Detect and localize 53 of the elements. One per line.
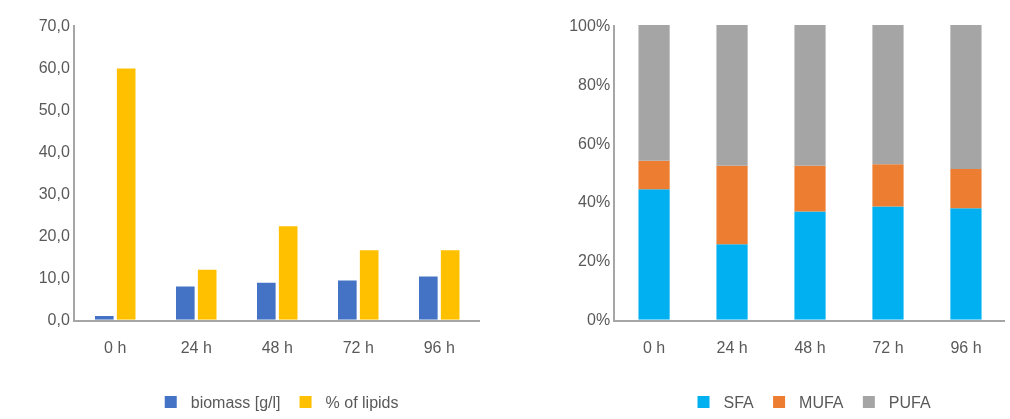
bar (440, 250, 460, 320)
y-tick-label: 0% (587, 311, 611, 329)
bar (794, 165, 826, 212)
bar (794, 25, 826, 166)
y-tick-label: 100% (569, 16, 611, 34)
x-tick-label: 24 h (180, 338, 212, 356)
bar (872, 164, 904, 207)
legend-label: MUFA (799, 394, 844, 412)
y-tick-label: 60% (578, 134, 611, 152)
bar (338, 280, 357, 320)
y-tick-label: 0,0 (47, 311, 70, 329)
y-tick-label: 60,0 (38, 58, 70, 76)
bar (278, 226, 298, 320)
x-tick-label: 48 h (794, 338, 826, 356)
bar (256, 282, 276, 320)
bar (359, 250, 379, 320)
y-tick-label: 20% (578, 252, 611, 270)
x-tick-label: 96 h (423, 338, 455, 356)
bar (419, 276, 438, 320)
bar (950, 168, 982, 209)
bar (716, 25, 748, 166)
y-tick-label: 20,0 (38, 227, 70, 245)
bar (175, 286, 195, 320)
bar (716, 165, 748, 245)
x-tick-label: 72 h (342, 338, 374, 356)
bar (116, 68, 136, 320)
bar (950, 208, 982, 320)
y-tick-label: 80% (578, 75, 611, 93)
legend-label: % of lipids (325, 394, 399, 412)
bar (716, 244, 748, 320)
bar (638, 189, 670, 320)
y-tick-label: 70,0 (38, 16, 70, 34)
y-tick-label: 30,0 (38, 185, 70, 203)
legend-label: biomass [g/l] (190, 394, 281, 412)
bar (950, 25, 982, 169)
y-tick-label: 40% (578, 193, 611, 211)
x-tick-label: 48 h (261, 338, 293, 356)
bar (794, 211, 826, 320)
bar (872, 25, 904, 165)
y-tick-label: 50,0 (38, 100, 70, 118)
x-tick-label: 96 h (950, 338, 982, 356)
y-tick-label: 10,0 (38, 269, 70, 287)
x-tick-label: 24 h (716, 338, 748, 356)
x-tick-label: 0 h (642, 338, 666, 356)
bar (638, 25, 670, 161)
x-tick-label: 72 h (872, 338, 904, 356)
x-tick-label: 0 h (104, 338, 127, 356)
bar (197, 269, 217, 320)
legend-label: PUFA (888, 394, 931, 412)
bar (638, 160, 670, 190)
y-tick-label: 40,0 (38, 142, 70, 160)
bar (872, 206, 904, 320)
legend-label: SFA (723, 394, 755, 412)
